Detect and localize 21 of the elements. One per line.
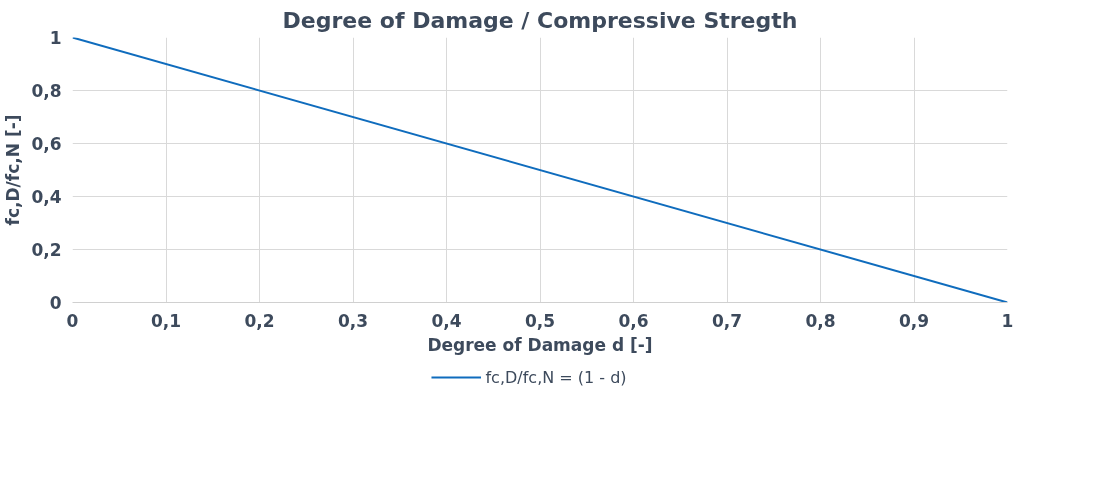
x-tick-label: 0,1 — [150, 310, 182, 331]
x-tick-label: 1 — [1001, 310, 1014, 331]
y-axis-title: fc,D/fc,N [-] — [3, 114, 24, 226]
y-tick-label: 0 — [49, 293, 62, 313]
y-tick-label: 0,4 — [31, 187, 62, 207]
y-tick-label: 0,8 — [31, 81, 62, 101]
chart-title: Degree of Damage / Compressive Stregth — [282, 7, 798, 33]
x-axis-title: Degree of Damage d [-] — [427, 334, 653, 355]
x-tick-label: 0,9 — [898, 310, 930, 331]
x-tick-label: 0,6 — [618, 310, 649, 331]
x-tick-label: 0,4 — [431, 310, 462, 331]
x-tick-label: 0,8 — [805, 310, 836, 331]
x-tick-label: 0,5 — [524, 310, 556, 331]
y-tick-label: 1 — [49, 28, 62, 48]
x-tick-label: 0,3 — [337, 310, 369, 331]
y-tick-label: 0,2 — [31, 240, 62, 260]
x-tick-label: 0,2 — [244, 310, 275, 331]
legend-label: fc,D/fc,N = (1 - d) — [485, 367, 627, 387]
x-tick-label: 0 — [66, 310, 79, 331]
x-tick-label: 0,7 — [711, 310, 743, 331]
y-tick-label: 0,6 — [31, 134, 62, 154]
